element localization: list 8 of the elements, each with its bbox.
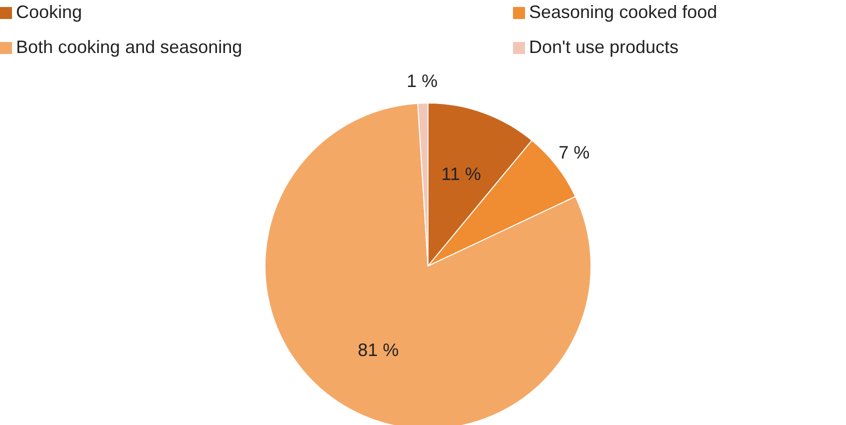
legend-label: Don't use products — [529, 37, 679, 58]
legend-label: Seasoning cooked food — [529, 2, 718, 23]
legend-label: Both cooking and seasoning — [16, 37, 242, 58]
data-label: 1 % — [406, 71, 438, 92]
data-label: 7 % — [558, 142, 590, 163]
data-label: 81 % — [358, 340, 399, 360]
data-label: 11 % — [441, 164, 481, 184]
legend-label: Cooking — [16, 2, 82, 23]
